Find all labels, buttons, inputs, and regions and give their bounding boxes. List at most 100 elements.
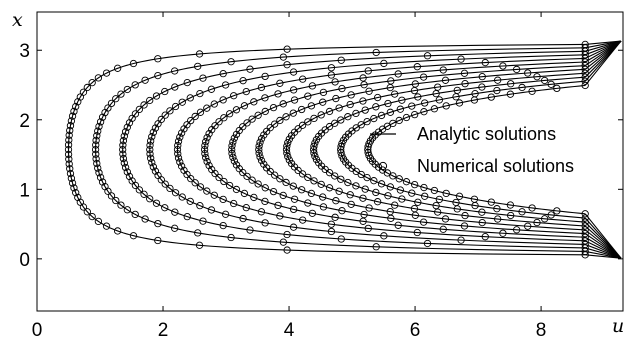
legend-label-analytic: Analytic solutions	[417, 124, 556, 144]
numerical-point	[119, 154, 128, 163]
numerical-point	[129, 59, 138, 68]
numerical-point	[533, 73, 541, 81]
numerical-point	[363, 173, 371, 182]
numerical-point	[581, 51, 589, 59]
numerical-point	[129, 232, 138, 240]
numerical-point	[215, 118, 223, 126]
numerical-point	[183, 78, 191, 87]
numerical-point	[248, 176, 256, 184]
numerical-point	[325, 122, 334, 131]
numerical-point	[283, 45, 291, 53]
numerical-point	[102, 222, 111, 230]
numerical-point	[70, 184, 78, 192]
numerical-point	[581, 244, 589, 252]
numerical-point	[337, 175, 345, 183]
numerical-point	[157, 115, 165, 124]
numerical-point	[154, 236, 162, 245]
numerical-point	[207, 206, 216, 214]
numerical-point	[210, 191, 218, 199]
numerical-point	[147, 137, 155, 145]
numerical-point	[518, 83, 526, 92]
numerical-point	[119, 145, 127, 154]
numerical-point	[581, 222, 589, 230]
numerical-point	[494, 215, 502, 223]
numerical-point	[547, 211, 555, 219]
numerical-point	[494, 76, 502, 84]
numerical-point	[283, 230, 291, 239]
numerical-point	[581, 58, 589, 66]
y-tick-label: 3	[19, 41, 30, 62]
numerical-point	[581, 62, 589, 70]
numerical-point	[331, 213, 339, 221]
numerical-point	[327, 71, 335, 79]
numerical-point	[149, 128, 158, 137]
numerical-point	[243, 172, 251, 180]
numerical-point	[389, 119, 397, 128]
analytic-curve	[285, 72, 586, 227]
numerical-point	[242, 87, 250, 96]
numerical-point	[121, 128, 130, 136]
numerical-point	[377, 111, 386, 120]
numerical-point	[380, 59, 388, 68]
numerical-point	[91, 145, 100, 154]
numerical-point	[331, 172, 339, 180]
numerical-point	[478, 83, 486, 91]
numerical-point	[290, 96, 299, 104]
numerical-point	[553, 207, 561, 215]
numerical-point	[146, 145, 154, 154]
numerical-point	[284, 139, 292, 147]
numerical-point	[284, 152, 292, 161]
numerical-point	[225, 110, 234, 118]
numerical-point	[581, 237, 589, 245]
numerical-point	[442, 102, 450, 110]
numerical-point	[396, 105, 405, 113]
numerical-point	[304, 92, 312, 100]
numerical-point	[377, 180, 386, 188]
numerical-point	[581, 77, 589, 85]
numerical-point	[228, 145, 236, 154]
numerical-point	[327, 220, 335, 228]
numerical-point	[365, 87, 373, 95]
numerical-point	[180, 166, 188, 175]
numerical-point	[195, 50, 204, 58]
numerical-point	[131, 110, 140, 118]
numerical-point	[327, 64, 336, 72]
numerical-point	[207, 85, 216, 93]
numerical-point	[92, 150, 100, 158]
numerical-point	[96, 118, 105, 126]
numerical-point	[187, 174, 195, 183]
numerical-point	[363, 117, 371, 126]
numerical-point	[255, 145, 263, 154]
numerical-point	[533, 218, 541, 227]
numerical-point	[203, 187, 211, 195]
numerical-point	[581, 226, 589, 234]
numerical-point	[283, 149, 291, 157]
numerical-point	[92, 141, 100, 149]
numerical-point	[261, 72, 269, 81]
numerical-point	[274, 90, 282, 98]
numerical-point	[72, 189, 80, 197]
numerical-point	[94, 164, 102, 172]
numerical-point	[274, 201, 282, 210]
numerical-point	[360, 210, 368, 219]
numerical-point	[66, 169, 75, 178]
analytic-curve	[204, 61, 586, 238]
numerical-point	[261, 184, 269, 192]
numerical-point	[394, 221, 402, 229]
numerical-point	[266, 124, 274, 132]
numerical-point	[68, 179, 77, 187]
numerical-point	[215, 173, 223, 182]
numerical-point	[283, 142, 291, 150]
numerical-point	[304, 199, 312, 207]
numerical-point	[171, 189, 180, 197]
numerical-point	[257, 208, 266, 216]
numerical-point	[170, 224, 179, 232]
numerical-point	[298, 170, 307, 178]
numerical-point	[359, 74, 367, 82]
numerical-point	[547, 80, 555, 88]
numerical-point	[230, 157, 239, 165]
numerical-point	[325, 184, 334, 192]
numerical-point	[269, 103, 278, 112]
numerical-point	[219, 195, 227, 204]
